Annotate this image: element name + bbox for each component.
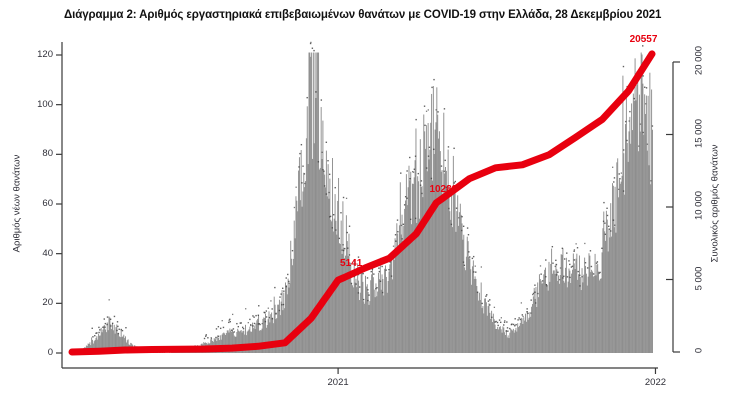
x-axis-tick-label: 2022 xyxy=(644,377,667,388)
x-axis-tick-label: 2021 xyxy=(327,377,349,388)
right-axis-tick-label: 10 000 xyxy=(693,190,705,221)
left-axis-title: Αριθμός νέων θανάτων xyxy=(11,154,23,253)
daily-deaths-bars xyxy=(72,52,653,354)
right-axis-tick-label: 0 xyxy=(693,347,705,354)
left-axis-tick-label: 100 xyxy=(37,98,53,110)
left-axis-tick-label: 0 xyxy=(47,347,53,358)
right-axis-tick-label: 5 000 xyxy=(693,266,705,290)
milestone-label: 5141 xyxy=(340,258,363,270)
right-axis-title: Συνολικός αριθμός θανάτων xyxy=(709,144,721,263)
milestone-label: 20557 xyxy=(629,33,658,45)
left-axis-tick-label: 40 xyxy=(42,247,53,259)
daily-deaths-markers xyxy=(91,38,654,340)
chart-title: Διάγραμμα 2: Αριθμός εργαστηριακά επιβεβ… xyxy=(64,9,662,21)
right-axis-tick-label: 15 000 xyxy=(693,118,705,148)
left-axis-tick-label: 20 xyxy=(42,297,53,309)
cumulative-deaths-line xyxy=(68,50,656,356)
right-axis-tick-label: 20 000 xyxy=(693,45,705,76)
left-axis-tick-label: 120 xyxy=(37,49,53,60)
milestone-label: 10289 xyxy=(429,183,458,195)
left-axis-tick-label: 60 xyxy=(42,198,53,209)
left-axis-tick-label: 80 xyxy=(42,148,53,160)
